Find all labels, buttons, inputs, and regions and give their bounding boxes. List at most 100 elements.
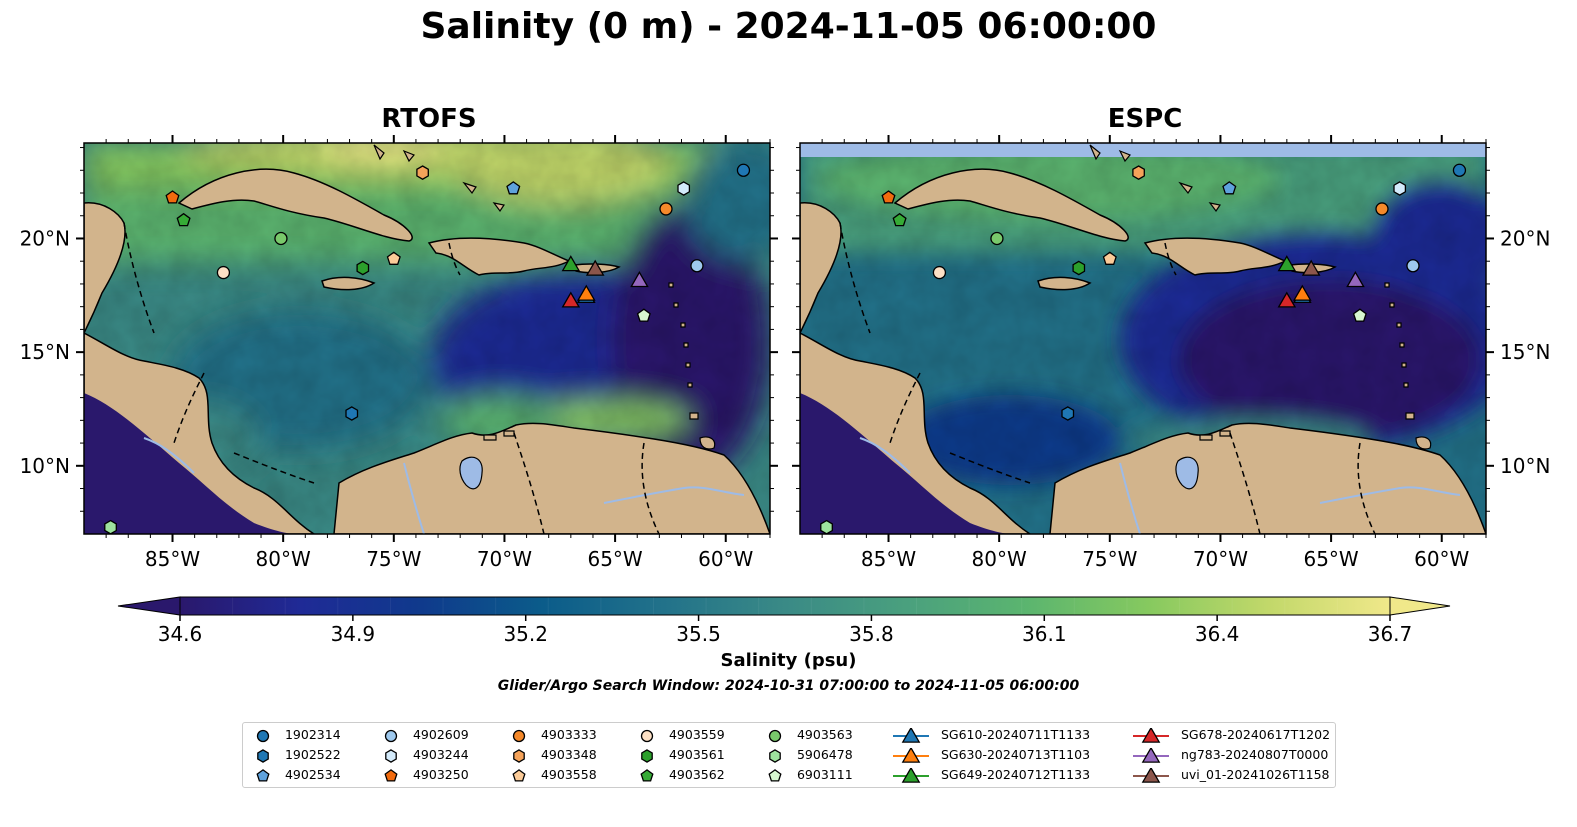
colorbar-tick-label: 34.9 (331, 622, 376, 646)
platform-marker-4903558 (1102, 251, 1117, 265)
platform-marker-4903559 (216, 265, 231, 280)
colorbar-label: Salinity (psu) (720, 650, 857, 671)
legend-label: 4903561 (665, 747, 725, 762)
platform-marker-4902534 (506, 181, 521, 195)
legend-label: 5906478 (793, 747, 853, 762)
platform-marker-4903562 (892, 212, 907, 227)
legend-item: ng783-20240807T0000 (1133, 746, 1328, 764)
legend-item: 4903333 (509, 727, 597, 744)
legend-label: 4903348 (537, 747, 597, 762)
platform-marker-4903561 (1072, 260, 1086, 276)
panel-title-espc: ESPC (1107, 104, 1183, 134)
legend-marker-icon (641, 748, 653, 763)
platform-marker-6903111 (1352, 308, 1367, 322)
legend-marker-icon (1133, 726, 1169, 743)
legend-item: 4903348 (509, 747, 597, 764)
platform-marker-SG649-20240712T1133 (561, 255, 581, 272)
legend-item: 4902609 (381, 727, 469, 744)
platform-marker-ng783-20240807T0000 (630, 270, 649, 288)
axis-layer: 85°W 80°W 75°W 70°W 65°W 60°W 20°N 15°N 10°N 85°W… (20, 135, 1550, 571)
marker-layer (104, 163, 1467, 535)
legend-marker-icon (768, 729, 782, 742)
legend-label: uvi_01-20241026T1158 (1177, 767, 1330, 782)
x-tick-label: 60°W (698, 547, 753, 571)
legend-label: 4903563 (793, 727, 853, 742)
legend-item: 6903111 (765, 767, 853, 784)
platform-marker-4903333 (659, 202, 673, 216)
legend-item: 4903562 (637, 767, 725, 784)
legend-item: uvi_01-20241026T1158 (1133, 766, 1330, 784)
platform-marker-1902522 (1061, 406, 1075, 421)
x-tick-label: 85°W (145, 547, 200, 571)
legend: 1902314 1902522 4902534 4902609 4903244 … (242, 722, 1336, 788)
legend-marker-icon (893, 726, 929, 743)
espc-map (800, 143, 1486, 534)
legend-marker-icon (257, 748, 269, 763)
legend-marker-icon (384, 768, 398, 782)
legend-item: 4903561 (637, 747, 725, 764)
legend-item: 4903559 (637, 727, 725, 744)
colorbar-frame (179, 596, 1391, 616)
x-tick-label: 70°W (477, 547, 532, 571)
legend-label: 4903562 (665, 767, 725, 782)
legend-label: SG610-20240711T1133 (937, 727, 1091, 742)
colorbar-tick-label: 35.5 (676, 622, 721, 646)
legend-label: 1902522 (281, 747, 341, 762)
legend-item: SG678-20240617T1202 (1133, 726, 1331, 744)
y-tick-label: 20°N (1500, 226, 1550, 250)
y-tick-label: 20°N (20, 226, 70, 250)
legend-marker-icon (513, 748, 525, 763)
y-tick-label: 15°N (1500, 340, 1550, 364)
legend-item: SG630-20240713T1103 (893, 746, 1091, 764)
colorbar-extend-max (1389, 596, 1451, 616)
platform-marker-4903562 (176, 212, 191, 227)
legend-item: SG649-20240712T1133 (893, 766, 1091, 784)
platform-marker-4903559 (932, 265, 947, 280)
legend-label: 4903559 (665, 727, 725, 742)
legend-label: SG649-20240712T1133 (937, 767, 1091, 782)
x-tick-label: 80°W (256, 547, 311, 571)
colorbar-extend-min (117, 596, 181, 616)
platform-marker-1902314 (1452, 163, 1467, 177)
platform-marker-5906478 (820, 519, 833, 535)
rtofs-frame (83, 142, 771, 535)
platform-marker-5906478 (104, 519, 117, 535)
platform-marker-SG649-20240712T1133 (1277, 255, 1297, 272)
legend-label: 1902314 (281, 727, 341, 742)
legend-marker-icon (769, 748, 781, 763)
colorbar-tick-label: 35.2 (503, 622, 548, 646)
platform-marker-4902534 (1222, 181, 1237, 195)
colorbar-tick-label: 35.8 (849, 622, 894, 646)
legend-marker-icon (893, 746, 929, 763)
legend-marker-icon (1133, 746, 1169, 763)
main-title: Salinity (0 m) - 2024-11-05 06:00:00 (420, 6, 1157, 47)
platform-marker-4903333 (1375, 202, 1389, 216)
legend-label: 4903244 (409, 747, 469, 762)
platform-marker-4903244 (1393, 181, 1407, 196)
platform-marker-4903250 (165, 190, 180, 204)
x-tick-label: 75°W (366, 547, 421, 571)
legend-marker-icon (256, 729, 270, 742)
legend-item: SG610-20240711T1133 (893, 726, 1091, 744)
legend-label: 6903111 (793, 767, 853, 782)
platform-marker-6903111 (636, 308, 651, 322)
legend-marker-icon (512, 729, 526, 742)
legend-label: 4902609 (409, 727, 469, 742)
legend-item: 5906478 (765, 747, 853, 764)
colorbar-gradient (180, 597, 1390, 615)
legend-label: SG630-20240713T1103 (937, 747, 1091, 762)
platform-marker-SG630-20240713T1103 (576, 284, 596, 301)
platform-marker-4903558 (386, 251, 401, 265)
platform-marker-uvi_01-20241026T1158 (585, 259, 605, 276)
y-tick-label: 10°N (1500, 454, 1550, 478)
legend-label: SG678-20240617T1202 (1177, 727, 1331, 742)
x-tick-label: 70°W (1193, 547, 1248, 571)
platform-marker-1902522 (345, 406, 359, 421)
platform-marker-4903561 (356, 260, 370, 276)
colorbar-tick-label: 36.7 (1368, 622, 1413, 646)
legend-item: 4903563 (765, 727, 853, 744)
legend-marker-icon (640, 768, 654, 782)
platform-marker-SG678-20240617T1202 (1277, 291, 1297, 308)
x-tick-label: 65°W (1303, 547, 1358, 571)
